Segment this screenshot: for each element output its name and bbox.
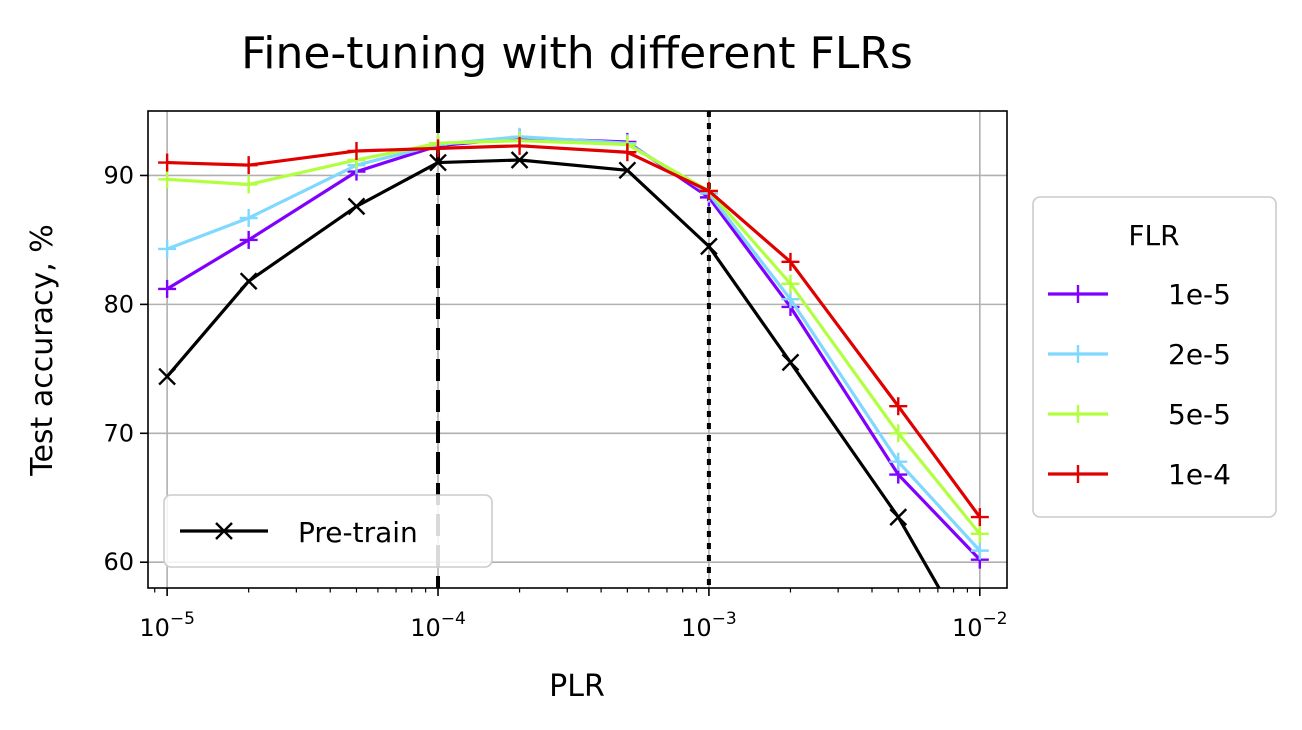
data-point-1e-5: [239, 230, 258, 249]
y-tick-label: 80: [103, 290, 134, 318]
series-group: [158, 127, 989, 667]
y-tick-label: 60: [103, 548, 134, 576]
data-point-pre-train: [972, 651, 988, 667]
data-point-pre-train: [700, 237, 718, 256]
chart-title: Fine-tuning with different FLRs: [241, 28, 913, 79]
series-line-2e-5: [166, 135, 981, 552]
legend-flr: FLR 1e-5 2e-5 5e-5 1e-4: [1032, 196, 1277, 518]
data-point-1e-4: [618, 143, 637, 162]
series-line-pre-train: [165, 158, 941, 588]
data-point-pre-train: [347, 197, 366, 216]
y-axis-label: Test accuracy, %: [25, 224, 60, 477]
data-point-1e-4: [781, 252, 800, 271]
data-point-2e-5: [239, 209, 258, 228]
x-tick-label: 10−4: [410, 609, 466, 642]
data-point-5e-5: [781, 274, 800, 293]
data-point-5e-5: [158, 170, 177, 189]
legend-label: 5e-5: [1168, 398, 1231, 431]
legend-swatch-marker: [215, 522, 233, 540]
data-point-1e-4: [889, 397, 908, 416]
data-point-pre-train: [510, 151, 529, 169]
y-tick-label: 90: [103, 161, 134, 189]
series-5e-5: [158, 131, 989, 543]
data-point-pre-train: [429, 153, 447, 172]
data-point-1e-4: [699, 181, 718, 200]
y-tick-label: 70: [103, 419, 134, 447]
series-line-5e-5: [167, 139, 982, 535]
data-point-2e-5: [781, 290, 800, 309]
legend-entry-5e-5: 5e-5: [1048, 398, 1231, 431]
legend-label: 1e-5: [1168, 278, 1231, 311]
data-point-pre-train: [781, 353, 800, 372]
data-point-2e-5: [970, 541, 989, 560]
x-tick-label: 10−2: [952, 609, 1008, 642]
legend-label: 1e-4: [1168, 458, 1231, 491]
data-point-pre-train: [618, 161, 637, 180]
data-point-1e-4: [429, 139, 448, 158]
x-axis-label: PLR: [549, 669, 605, 704]
legend-label: 2e-5: [1168, 338, 1231, 371]
data-point-5e-5: [889, 424, 908, 443]
legend-label: Pre-train: [298, 516, 418, 549]
data-point-pre-train: [158, 367, 176, 386]
legend-frame: [163, 494, 493, 568]
data-point-pre-train: [239, 272, 258, 291]
x-tick-label: 10−5: [139, 609, 195, 642]
data-point-1e-4: [158, 153, 177, 172]
series-1e-4: [158, 136, 989, 527]
legend-pretrain: Pre-train: [163, 494, 493, 568]
data-point-1e-4: [347, 141, 366, 160]
data-point-1e-4: [510, 136, 529, 155]
data-point-1e-4: [239, 156, 258, 175]
legend-swatch-marker: [1069, 345, 1087, 363]
legend-swatch-marker: [1069, 405, 1087, 423]
series-pre-train: [158, 151, 988, 667]
data-point-1e-4: [970, 508, 989, 527]
reference-lines: [436, 111, 711, 588]
legend-entry-2e-5: 2e-5: [1048, 338, 1231, 371]
legend-swatch-marker: [1069, 285, 1087, 303]
data-point-5e-5: [239, 175, 258, 194]
data-point-5e-5: [970, 524, 989, 543]
data-point-2e-5: [158, 239, 177, 258]
axis-ticks: 10−5 10−4 10−3 10−2 60 70 80 90: [103, 161, 1007, 642]
series-line-1e-4: [167, 144, 982, 519]
legend-entry-1e-4: 1e-4: [1048, 458, 1231, 491]
plot-area-frame: [147, 110, 1008, 589]
legend-title: FLR: [1128, 219, 1179, 252]
legend-swatch-marker: [1069, 465, 1087, 483]
x-tick-label: 10−3: [681, 609, 737, 642]
data-point-1e-5: [158, 279, 177, 298]
data-point-pre-train: [889, 508, 908, 526]
legend-entry-1e-5: 1e-5: [1048, 278, 1231, 311]
legend-frame: [1032, 196, 1277, 518]
data-point-2e-5: [889, 452, 908, 471]
